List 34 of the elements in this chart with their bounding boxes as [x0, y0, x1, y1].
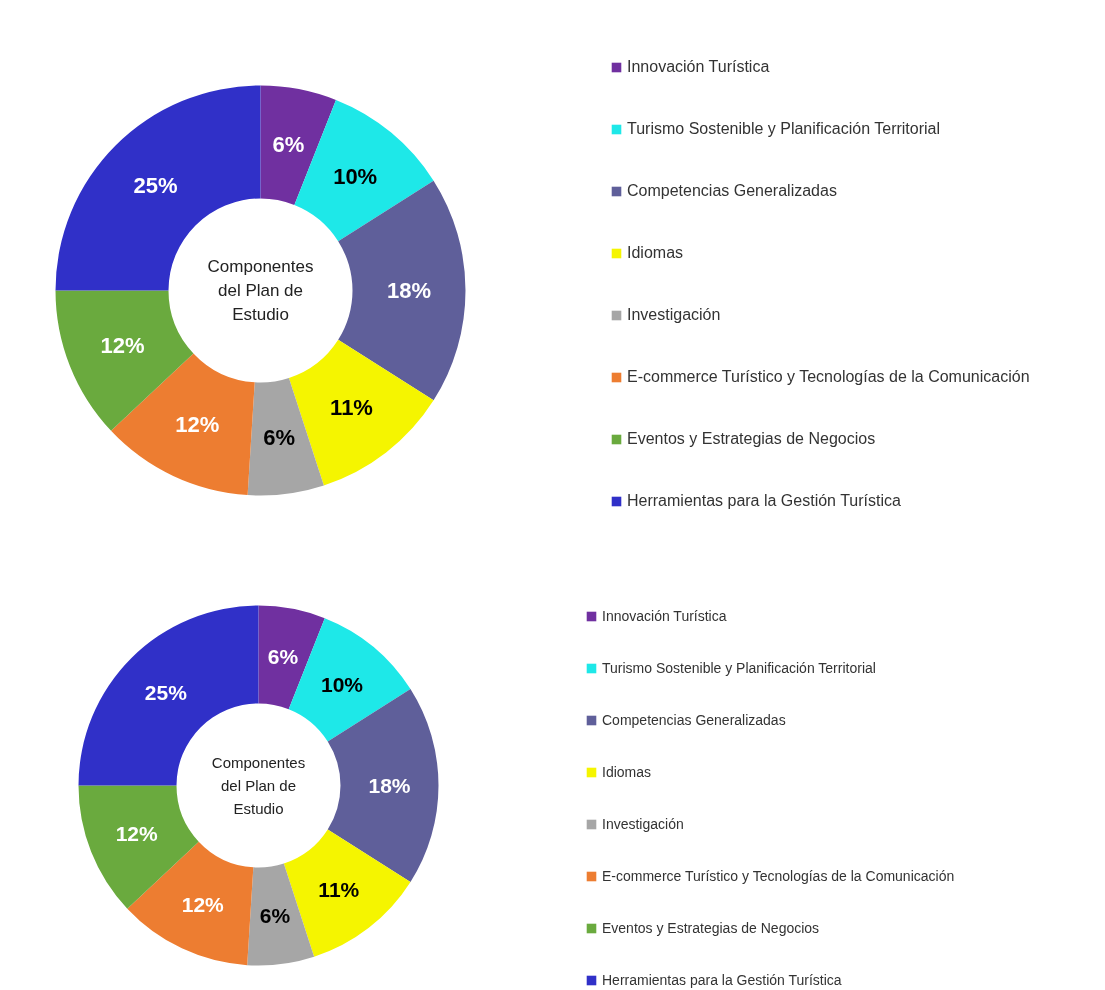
text: Componentes del Plan de Estudio [211, 754, 306, 817]
legend-label: Investigación [627, 306, 721, 324]
data-label: 6% [272, 132, 305, 158]
data-label: 12% [175, 412, 220, 438]
legend-label: Competencias Generalizadas [602, 712, 786, 728]
legend-label: Investigación [602, 816, 684, 832]
data-label: 11% [330, 395, 373, 421]
text: Componentes del Plan de Estudio [207, 257, 314, 324]
data-label: 6% [267, 645, 299, 669]
data-label: 25% [144, 681, 188, 705]
legend-label: Idiomas [627, 244, 684, 262]
data-label: 10% [320, 673, 364, 697]
legend-label: Competencias Generalizadas [627, 182, 837, 200]
data-label: 12% [100, 332, 145, 358]
legend-label: Turismo Sostenible y Planificación Territorial [602, 660, 876, 676]
data-label: 18% [368, 774, 411, 797]
legend-label: Eventos y Estrategias de Negocios [627, 430, 876, 448]
legend-label: Idiomas [602, 764, 652, 780]
data-label: 6% [259, 903, 291, 927]
data-label: 10% [333, 163, 378, 189]
data-label: 12% [181, 892, 225, 916]
data-label: 18% [386, 278, 432, 303]
data-label: 11% [318, 877, 360, 901]
legend-label: E-commerce Turístico y Tecnologías de la Comunicación [602, 868, 955, 884]
legend-label: Eventos y Estrategias de Negocios [602, 920, 820, 936]
legend-label: Innovación Turística [602, 608, 727, 624]
legend-label: Herramientas para la Gestión Turística [627, 492, 901, 510]
data-label: 25% [133, 172, 178, 198]
legend-label: Herramientas para la Gestión Turística [602, 972, 842, 988]
legend-label: E-commerce Turístico y Tecnologías de la Comunicación [627, 368, 1030, 386]
legend-label: Innovación Turística [627, 58, 770, 76]
data-label: 6% [263, 425, 296, 451]
data-label: 12% [115, 822, 159, 846]
legend-label: Turismo Sostenible y Planificación Territorial [627, 120, 941, 138]
